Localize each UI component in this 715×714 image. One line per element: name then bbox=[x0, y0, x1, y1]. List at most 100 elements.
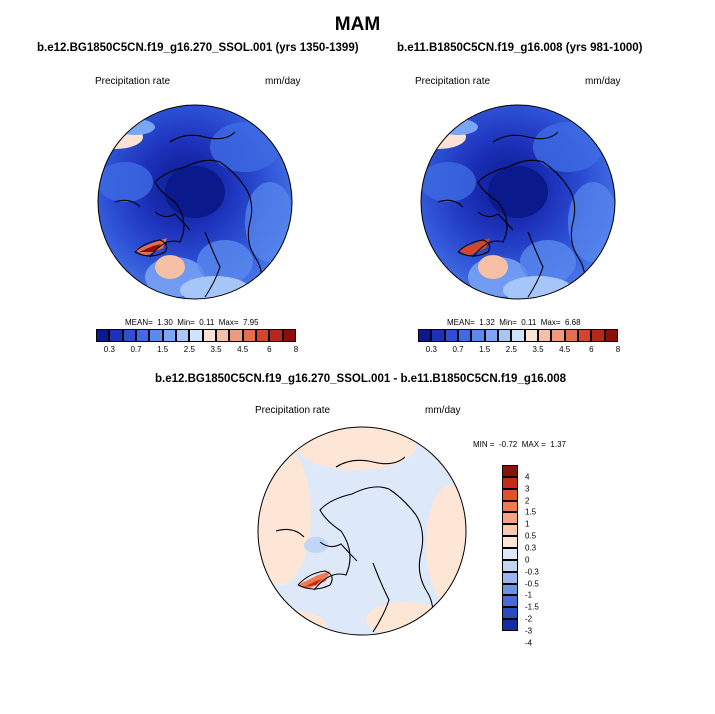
difference-colorbar-box bbox=[502, 559, 518, 572]
difference-colorbar-label: 0 bbox=[525, 555, 530, 565]
panel1-colorbar-box bbox=[149, 329, 163, 342]
panel2-colorbar-label: 2.5 bbox=[505, 345, 517, 354]
panel2-colorbar-label: 8 bbox=[615, 345, 621, 354]
panel2-colorbar-box bbox=[484, 329, 498, 342]
panel1-colorbar-box bbox=[109, 329, 123, 342]
panel2-min: 0.11 bbox=[521, 318, 537, 327]
panel2-units-label: mm/day bbox=[585, 76, 621, 87]
panel1-colorbar-label: 4.5 bbox=[237, 345, 249, 354]
panel2-colorbar-label: 4.5 bbox=[559, 345, 571, 354]
panel1-colorbar-label: 0.3 bbox=[103, 345, 115, 354]
difference-colorbar-label: 0.3 bbox=[525, 543, 537, 553]
panel2-colorbar-box bbox=[591, 329, 605, 342]
panel1-colorbar-box bbox=[189, 329, 203, 342]
difference-colorbar-labels: 4 3 2 1.5 1 0.5 0.3 0 -0.3 -0.5 -1 -1.5 -2 -3 -4 bbox=[525, 465, 555, 647]
difference-colorbar bbox=[502, 465, 518, 631]
panel1-colorbar-box bbox=[282, 329, 296, 342]
panel1-stats: MEAN= 1.30 Min= 0.11 Max= 7.95 bbox=[125, 318, 259, 327]
panel1-colorbar-label: 0.7 bbox=[130, 345, 142, 354]
panel2-colorbar-box bbox=[418, 329, 432, 342]
difference-colorbar-label: 1 bbox=[525, 519, 530, 529]
panel1-units-label: mm/day bbox=[265, 76, 301, 87]
panel2-colorbar-labels: 0.3 0.7 1.5 2.5 3.5 4.5 6 8 bbox=[418, 345, 621, 357]
difference-colorbar-box bbox=[502, 536, 518, 548]
panel2-polar-map bbox=[420, 104, 616, 300]
panel2-map-border bbox=[420, 104, 616, 300]
panel2-colorbar-label: 6 bbox=[589, 345, 594, 354]
panel1-colorbar-box bbox=[176, 329, 190, 342]
difference-colorbar-box bbox=[502, 607, 518, 620]
difference-colorbar-box bbox=[502, 500, 518, 513]
panel1-colorbar-box bbox=[242, 329, 256, 342]
panel1-coastlines bbox=[114, 131, 263, 298]
panel1-colorbar-labels: 0.3 0.7 1.5 2.5 3.5 4.5 6 8 bbox=[96, 345, 298, 357]
panel1-colorbar-label: 1.5 bbox=[157, 345, 169, 354]
panel2-stats: MEAN= 1.32 Min= 0.11 Max= 6.68 bbox=[447, 318, 581, 327]
difference-colorbar-label: -3 bbox=[525, 626, 533, 636]
main-title: MAM bbox=[334, 14, 381, 35]
difference-variable-label: Precipitation rate bbox=[255, 405, 331, 416]
difference-colorbar-label: -0.3 bbox=[525, 567, 539, 577]
difference-stats: MIN = -0.72 MAX = 1.37 bbox=[473, 440, 566, 449]
panel2-colorbar-label: 0.7 bbox=[452, 345, 464, 354]
panel1-colorbar-box bbox=[202, 329, 216, 342]
panel2-coastlines bbox=[437, 131, 586, 298]
difference-colorbar-box bbox=[502, 465, 518, 477]
difference-colorbar-label: -1 bbox=[525, 590, 533, 600]
panel2-case-title: b.e11.B1850C5CN.f19_g16.008 (yrs 981-100… bbox=[397, 42, 643, 54]
panel1-polar-map bbox=[97, 104, 293, 300]
panel1-min: 0.11 bbox=[199, 318, 215, 327]
panel2-colorbar-label: 0.3 bbox=[425, 345, 437, 354]
difference-colorbar-box bbox=[502, 548, 518, 560]
difference-colorbar-label: 3 bbox=[525, 484, 530, 494]
panel2-max-precip-feature bbox=[458, 238, 490, 256]
difference-coastlines bbox=[275, 456, 434, 633]
panel2-colorbar-box bbox=[578, 329, 592, 342]
panel1-colorbar-box bbox=[162, 329, 176, 342]
panel1-colorbar-box bbox=[256, 329, 270, 342]
panel2-colorbar-box bbox=[564, 329, 578, 342]
panel1-colorbar-label: 6 bbox=[267, 345, 272, 354]
difference-colorbar-label: -2 bbox=[525, 614, 533, 624]
difference-colorbar-label: 2 bbox=[525, 496, 530, 506]
difference-colorbar-label: -0.5 bbox=[525, 579, 539, 589]
panel2-colorbar-box bbox=[458, 329, 472, 342]
difference-min: -0.72 bbox=[499, 440, 518, 449]
difference-colorbar-box bbox=[502, 524, 518, 537]
difference-colorbar-label: -4 bbox=[525, 638, 533, 648]
panel2-colorbar-box bbox=[471, 329, 485, 342]
panel1-map-border bbox=[97, 104, 293, 300]
difference-colorbar-box bbox=[502, 595, 518, 608]
panel2-colorbar-box bbox=[538, 329, 552, 342]
difference-colorbar-label: 1.5 bbox=[525, 507, 537, 517]
panel2-colorbar-label: 3.5 bbox=[532, 345, 544, 354]
panel2-colorbar-box bbox=[431, 329, 445, 342]
panel1-colorbar-label: 2.5 bbox=[183, 345, 195, 354]
difference-colorbar-label: -1.5 bbox=[525, 602, 539, 612]
difference-units-label: mm/day bbox=[425, 405, 461, 416]
panel1-variable-label: Precipitation rate bbox=[95, 76, 171, 87]
panel1-colorbar-label: 3.5 bbox=[210, 345, 222, 354]
panel1-mean: 1.30 bbox=[157, 318, 173, 327]
difference-colorbar-box bbox=[502, 476, 518, 489]
panel1-colorbar-box bbox=[136, 329, 150, 342]
panel2-colorbar-box bbox=[524, 329, 538, 342]
panel2-colorbar-box bbox=[498, 329, 512, 342]
panel2-colorbar-box bbox=[444, 329, 458, 342]
panel1-max: 7.95 bbox=[242, 318, 259, 327]
difference-colorbar-box bbox=[502, 488, 518, 501]
panel1-colorbar bbox=[96, 329, 296, 342]
difference-colorbar-label: 0.5 bbox=[525, 531, 537, 541]
panel1-colorbar-box bbox=[229, 329, 243, 342]
panel2-colorbar bbox=[418, 329, 618, 342]
difference-colorbar-box bbox=[502, 619, 518, 631]
difference-max: 1.37 bbox=[550, 440, 566, 449]
panel2-colorbar-box bbox=[511, 329, 525, 342]
panel1-colorbar-box bbox=[216, 329, 230, 342]
difference-colorbar-box bbox=[502, 571, 518, 584]
panel2-colorbar-box bbox=[551, 329, 565, 342]
difference-map-border bbox=[257, 426, 467, 636]
panel1-colorbar-box bbox=[269, 329, 283, 342]
panel2-colorbar-label: 1.5 bbox=[479, 345, 491, 354]
